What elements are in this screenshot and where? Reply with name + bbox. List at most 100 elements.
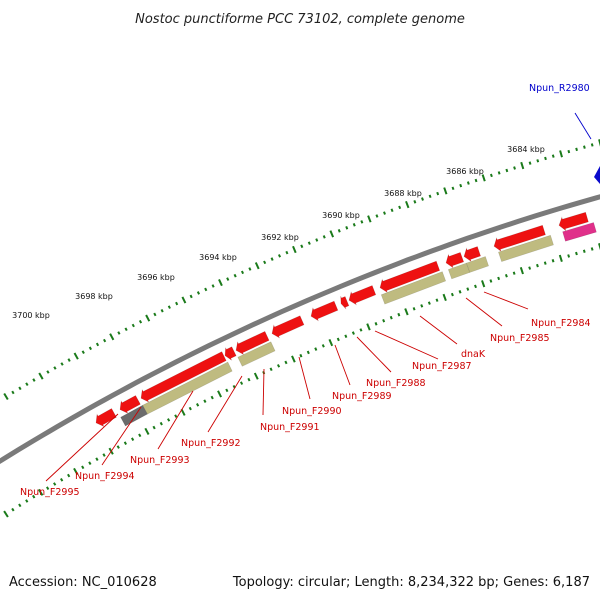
inner-scale-tick (32, 494, 36, 499)
gene-arrow (465, 256, 489, 273)
inner-scale-tick (299, 353, 303, 358)
inner-scale-tick (474, 284, 477, 289)
inner-scale-tick (210, 395, 214, 400)
inner-scale-tick (102, 453, 106, 457)
outer-scale-tick (3, 392, 9, 401)
outer-scale-tick (175, 301, 179, 306)
outer-scale-tick (536, 159, 540, 163)
outer-scale-tick (345, 226, 349, 230)
outer-scale-tick (153, 312, 157, 317)
gene-arrow (120, 404, 148, 427)
outer-scale-tick (196, 291, 201, 295)
outer-scale-tick (421, 197, 424, 201)
outer-scale-tick (117, 331, 121, 335)
outer-scale-tick (81, 350, 85, 354)
inner-scale-tick (382, 319, 386, 323)
leader-line (574, 112, 592, 140)
inner-scale-tick (225, 388, 229, 393)
genome-backbone-arc (0, 194, 600, 465)
inner-scale-tick (551, 259, 555, 263)
gene-arrow (463, 246, 481, 263)
inner-scale-tick (188, 406, 192, 411)
inner-scale-tick (269, 367, 273, 372)
outer-scale-tick (226, 277, 230, 281)
leader-line (262, 368, 265, 416)
inner-scale-tick (81, 465, 85, 470)
inner-scale-tick (138, 433, 142, 438)
inner-scale-tick (412, 307, 416, 311)
outer-scale-tick (300, 244, 304, 249)
outer-scale-tick (181, 296, 187, 304)
outer-scale-tick (211, 284, 215, 288)
gene-label: Npun_F2990 (282, 406, 342, 417)
outer-scale-tick (436, 191, 440, 196)
inner-scale-tick (284, 360, 288, 365)
inner-scale-tick (159, 421, 163, 426)
scale-label: 3692 kbp (261, 233, 299, 242)
outer-scale-tick (489, 173, 493, 178)
inner-scale-tick (46, 486, 50, 490)
outer-scale-tick (285, 250, 289, 255)
inner-scale-tick (116, 445, 120, 449)
outer-scale-tick (160, 308, 164, 313)
inner-scale-tick (60, 478, 64, 482)
outer-scale-tick (390, 208, 394, 213)
outer-scale-tick (11, 390, 15, 395)
outer-scale-tick (67, 358, 71, 362)
leader-line (465, 297, 503, 327)
gene-arrow (271, 315, 305, 339)
outer-scale-tick (360, 220, 364, 224)
inner-scale-tick (504, 273, 508, 278)
outer-scale-tick (167, 305, 171, 309)
outer-scale-tick (254, 262, 260, 270)
outer-scale-tick (131, 323, 135, 328)
scale-labels: 3684 kbp 3686 kbp 3688 kbp 3690 kbp 3692 kbp… (12, 145, 545, 320)
outer-scale-tick (73, 352, 79, 360)
map-title: Nostoc punctiforme PCC 73102, complete g… (135, 12, 465, 27)
genome-backbone (0, 194, 600, 465)
gene-label: Npun_F2985 (490, 333, 550, 344)
inner-scale-tick (174, 414, 178, 418)
gene-label: Npun_F2988 (366, 378, 426, 389)
leader-line (298, 356, 311, 400)
gene-label: Npun_R2980 (529, 83, 590, 94)
leader-line (419, 315, 458, 345)
inner-scale-tick (427, 301, 431, 305)
outer-scale-tick (459, 183, 463, 188)
label-leader-lines (45, 112, 592, 482)
gene-arrow (142, 361, 233, 415)
outer-scale-tick (329, 230, 335, 238)
outer-scale-tick (277, 254, 282, 258)
outer-scale-tick (590, 143, 594, 147)
inner-scale-tick (37, 488, 44, 496)
inner-scale-tick (404, 308, 409, 316)
scale-label: 3694 kbp (199, 253, 237, 262)
outer-scale-tick (248, 267, 252, 271)
outer-scale-tick (18, 386, 22, 391)
outer-scale-tick (46, 370, 50, 374)
outer-scale-tick (497, 171, 501, 175)
inner-scale-tick (366, 323, 371, 331)
gene-arrow (119, 395, 141, 414)
scale-label: 3684 kbp (507, 145, 545, 154)
inner-scale-tick (328, 338, 334, 347)
gene-label: Npun_F2987 (412, 361, 472, 372)
outer-scale-tick (520, 161, 525, 170)
outer-scale-tick (103, 338, 107, 343)
leader-line (101, 406, 142, 466)
inner-scale-tick (73, 467, 79, 475)
inner-scale-tick (131, 437, 135, 441)
inner-scale-tick (374, 322, 378, 326)
outer-scale-tick (474, 178, 478, 183)
inner-scale-tick (458, 290, 462, 294)
gene-arrow (498, 234, 554, 262)
outer-scale-tick (481, 174, 486, 182)
outer-scale-tick (598, 139, 600, 147)
inner-scale-tick (435, 298, 439, 302)
inner-scale-tick (336, 337, 340, 342)
outer-scale-tick (528, 161, 532, 165)
inner-scale-tick (481, 280, 486, 288)
inner-scale-tick (567, 254, 571, 258)
inner-scale-tick (123, 441, 127, 445)
